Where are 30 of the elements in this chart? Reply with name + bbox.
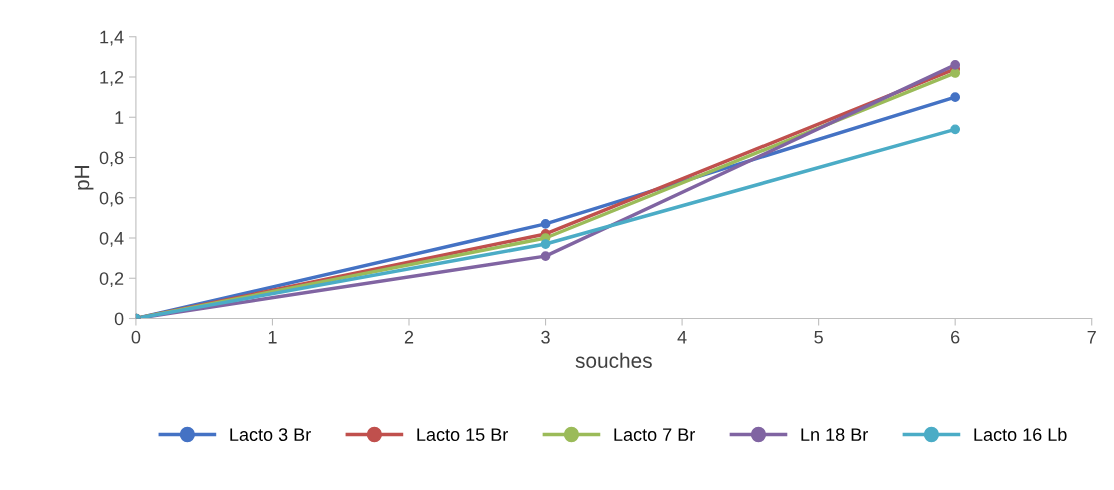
x-tick-label: 1	[268, 330, 277, 344]
y-tick-label: 1	[115, 111, 124, 124]
y-tick-label: 0,2	[99, 272, 124, 288]
legend-label: Ln 18 Br	[801, 428, 868, 441]
y-tick-label: 0,8	[99, 151, 124, 167]
point	[540, 219, 551, 229]
legend-label: Lacto 3 Br	[230, 428, 311, 441]
x-tick-label: 0	[131, 330, 141, 344]
y-tick-label: 1,4	[100, 30, 124, 46]
y-axis-title: pH	[74, 166, 94, 190]
x-tick-label: 3	[541, 330, 550, 344]
x-tick-label: 5	[814, 330, 823, 344]
x-axis-title: souches	[575, 352, 652, 368]
legend-label: Lacto 7 Br	[614, 428, 695, 441]
y-tick-label: 0,6	[99, 191, 124, 207]
legend-label: Lacto 15 Br	[417, 428, 508, 441]
x-tick-label: 4	[677, 330, 687, 344]
x-tick-label: 2	[404, 330, 414, 344]
x-tick-label: 7	[1087, 330, 1096, 344]
point	[540, 239, 551, 249]
y-tick-label: 0	[114, 312, 124, 326]
x-tick-label: 6	[951, 330, 960, 344]
y-tick-label: 0,4	[99, 231, 124, 247]
point	[950, 124, 961, 135]
point	[950, 60, 961, 70]
y-tick-label: 1,2	[100, 70, 124, 86]
point	[950, 68, 961, 78]
point	[950, 92, 961, 102]
point	[540, 251, 551, 261]
legend-label: Lacto 16 Lb	[974, 427, 1067, 441]
